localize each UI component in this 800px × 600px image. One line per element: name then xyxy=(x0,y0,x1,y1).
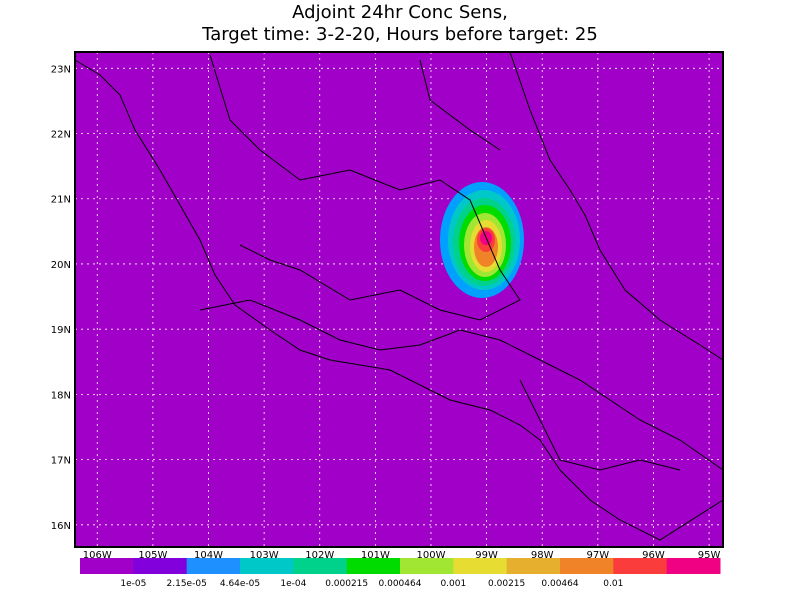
colorbar-swatch xyxy=(240,558,294,574)
colorbar-swatch xyxy=(506,558,561,574)
colorbar-label: 0.000464 xyxy=(379,579,422,589)
colorbar-label: 4.64e-05 xyxy=(220,579,260,589)
colorbar-swatch xyxy=(293,558,348,574)
lon-tick-label: 103W xyxy=(250,550,279,561)
map-frame xyxy=(74,51,724,548)
lat-tick-label: 19N xyxy=(51,325,71,336)
colorbar-swatch xyxy=(133,558,188,574)
colorbar-swatch xyxy=(560,558,614,574)
colorbar-label: 2.15e-05 xyxy=(167,579,207,589)
lon-tick-label: 100W xyxy=(416,550,445,561)
lon-tick-label: 98W xyxy=(531,550,554,561)
lon-tick-label: 96W xyxy=(642,550,665,561)
lon-tick-label: 104W xyxy=(194,550,223,561)
colorbar-swatch xyxy=(346,558,401,574)
lon-tick-label: 95W xyxy=(698,550,721,561)
colorbar-label: 1e-04 xyxy=(280,579,306,589)
lon-tick-label: 97W xyxy=(587,550,610,561)
colorbar-label: 0.01 xyxy=(603,579,623,589)
lat-tick-label: 18N xyxy=(51,390,71,401)
lat-tick-label: 20N xyxy=(51,260,71,271)
colorbar-swatch xyxy=(453,558,508,574)
lon-tick-label: 102W xyxy=(305,550,334,561)
title-line: Adjoint 24hr Conc Sens, xyxy=(292,2,508,23)
colorbar-swatch xyxy=(80,558,134,574)
map-background xyxy=(75,52,723,547)
colorbar-label: 0.00464 xyxy=(541,579,578,589)
colorbar-label: 0.000215 xyxy=(325,579,368,589)
lat-tick-label: 17N xyxy=(51,456,71,467)
colorbar-label: 0.001 xyxy=(440,579,466,589)
colorbar-swatch xyxy=(666,558,721,574)
lat-tick-label: 23N xyxy=(51,64,71,75)
title-line: Target time: 3-2-20, Hours before target… xyxy=(201,24,598,45)
lon-tick-label: 105W xyxy=(138,550,167,561)
lon-tick-label: 106W xyxy=(83,550,112,561)
lon-tick-label: 101W xyxy=(361,550,390,561)
lat-tick-label: 16N xyxy=(51,521,71,532)
colorbar-label: 1e-05 xyxy=(120,579,146,589)
lon-tick-label: 99W xyxy=(475,550,498,561)
colorbar-label: 0.00215 xyxy=(488,579,525,589)
coastlines xyxy=(74,51,724,541)
lat-tick-label: 22N xyxy=(51,130,71,141)
colorbar-swatch xyxy=(186,558,241,574)
colorbar-swatch xyxy=(400,558,454,574)
colorbar-swatch xyxy=(613,558,668,574)
sensitivity-blob xyxy=(440,182,524,298)
lat-tick-label: 21N xyxy=(51,195,71,206)
